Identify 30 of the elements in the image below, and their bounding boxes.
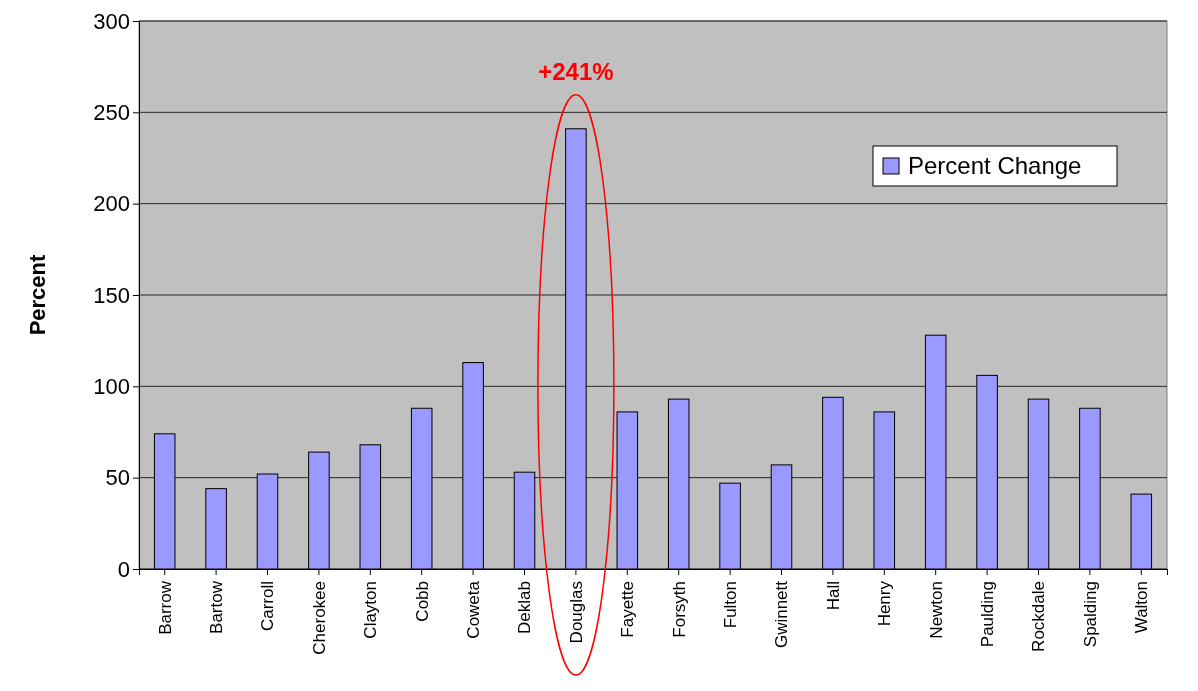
y-tick-label: 150 [93, 282, 130, 308]
x-tick-label: Cherokee [309, 581, 329, 655]
x-tick-label: Carroll [258, 581, 278, 632]
y-tick-label: 100 [93, 373, 130, 399]
x-tick-label: Douglas [566, 581, 586, 644]
y-tick-label: 0 [117, 556, 130, 582]
x-tick-label: Cobb [412, 581, 432, 622]
y-tick-label: 250 [93, 99, 130, 125]
x-tick-label: Barrow [155, 580, 175, 635]
y-axis-title: Percent [25, 253, 50, 336]
x-tick-label: Henry [875, 580, 895, 627]
x-tick-label: Gwinnett [772, 580, 792, 649]
y-tick-label: 200 [93, 191, 130, 217]
x-tick-label: Forsyth [669, 581, 689, 638]
x-tick-label: Rockdale [1029, 581, 1049, 652]
x-tick-label: Hall [823, 581, 843, 611]
x-tick-label: Clayton [361, 581, 381, 639]
x-tick-label: Fayette [618, 581, 638, 638]
x-tick-label: Newton [926, 581, 946, 639]
x-tick-label: Paulding [978, 581, 998, 648]
x-tick-label: Fulton [721, 581, 741, 629]
x-tick-label: Deklab [515, 581, 535, 634]
x-tick-label: Walton [1132, 581, 1152, 634]
x-tick-label: Spalding [1080, 581, 1100, 648]
y-tick-label: 300 [93, 8, 130, 34]
y-tick-label: 50 [105, 465, 130, 491]
annotation: +241% [538, 57, 614, 85]
x-tick-label: Bartow [207, 580, 227, 634]
x-tick-label: Coweta [464, 580, 484, 639]
legend-label: Percent Change [908, 152, 1082, 179]
